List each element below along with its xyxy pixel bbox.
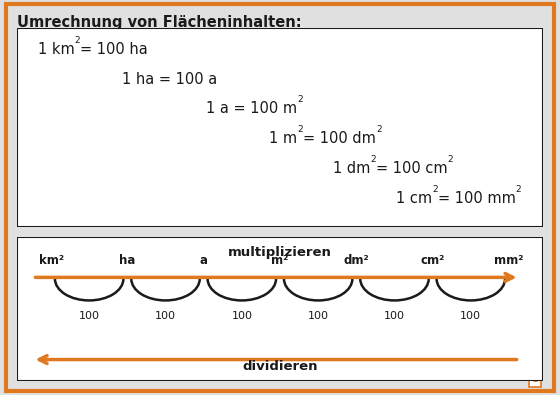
Text: cm²: cm² [421, 254, 445, 267]
Text: m²: m² [272, 254, 288, 267]
Text: 100: 100 [307, 311, 329, 321]
Text: a: a [200, 254, 208, 267]
Text: 100: 100 [231, 311, 253, 321]
Text: mm²: mm² [494, 254, 524, 267]
Text: 1 km: 1 km [38, 41, 74, 56]
Text: Umrechnung von Flächeninhalten:: Umrechnung von Flächeninhalten: [17, 15, 301, 30]
Text: 100: 100 [78, 311, 100, 321]
Text: 1 cm: 1 cm [396, 191, 432, 206]
Text: multiplizieren: multiplizieren [228, 246, 332, 259]
Text: 2: 2 [376, 125, 382, 134]
Text: 1 a = 100 m: 1 a = 100 m [206, 102, 297, 117]
Text: = 100 cm: = 100 cm [376, 161, 447, 176]
Text: = 100 mm: = 100 mm [437, 191, 515, 206]
Text: = 100 dm: = 100 dm [303, 132, 376, 146]
Text: 1 m: 1 m [269, 132, 297, 146]
Text: 100: 100 [155, 311, 176, 321]
Text: 2: 2 [297, 96, 303, 104]
Text: 100: 100 [384, 311, 405, 321]
Text: km²: km² [39, 254, 63, 267]
Text: 1 ha = 100 a: 1 ha = 100 a [122, 71, 217, 87]
Text: dm²: dm² [343, 254, 369, 267]
Text: 2: 2 [74, 36, 80, 45]
Text: 2: 2 [447, 155, 453, 164]
Text: 100: 100 [460, 311, 481, 321]
Text: dividieren: dividieren [242, 359, 318, 372]
Text: 2: 2 [370, 155, 376, 164]
Text: 1 dm: 1 dm [333, 161, 370, 176]
Text: = 100 ha: = 100 ha [80, 41, 148, 56]
Text: 2: 2 [297, 125, 303, 134]
Text: 2: 2 [515, 185, 521, 194]
Text: 2: 2 [432, 185, 437, 194]
Text: S: S [531, 374, 539, 384]
Text: ha: ha [119, 254, 136, 267]
